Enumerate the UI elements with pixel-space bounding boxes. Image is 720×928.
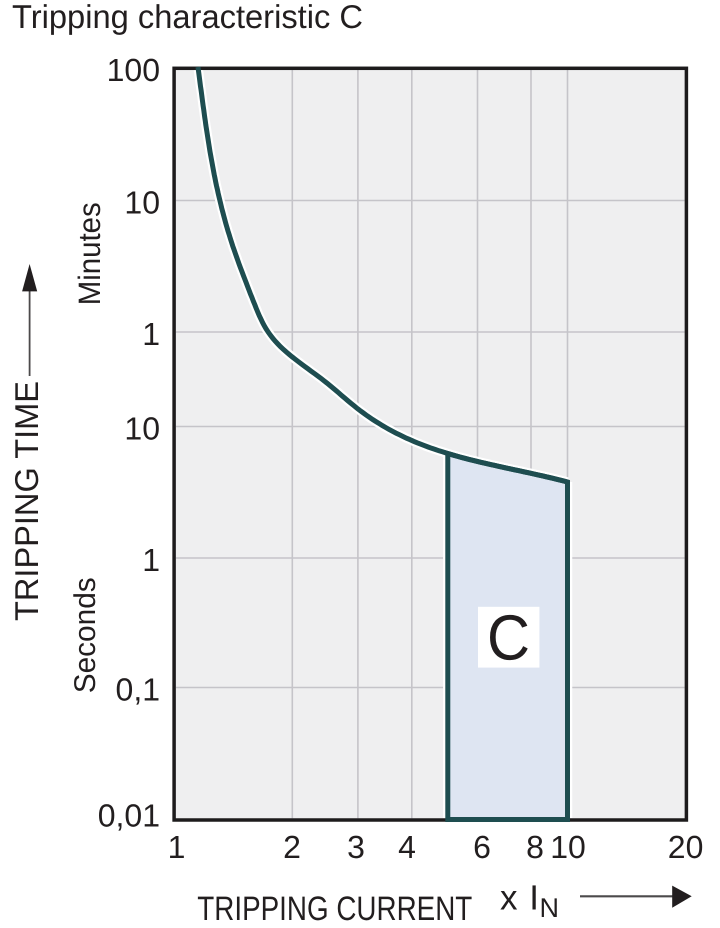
svg-text:C: C <box>487 602 530 674</box>
svg-text:10: 10 <box>124 411 160 447</box>
svg-text:1: 1 <box>142 316 160 352</box>
svg-text:20: 20 <box>668 829 704 865</box>
svg-text:0,1: 0,1 <box>116 672 160 708</box>
svg-text:TRIPPING CURRENT: TRIPPING CURRENT <box>197 890 472 928</box>
svg-text:N: N <box>540 893 560 923</box>
svg-text:1: 1 <box>168 829 186 865</box>
svg-text:I: I <box>529 879 539 918</box>
svg-text:10: 10 <box>550 829 586 865</box>
svg-text:4: 4 <box>398 829 416 865</box>
svg-text:0,01: 0,01 <box>98 797 160 833</box>
svg-text:Seconds: Seconds <box>69 577 102 693</box>
svg-text:3: 3 <box>347 829 365 865</box>
svg-text:10: 10 <box>124 185 160 221</box>
svg-text:Tripping characteristic C: Tripping characteristic C <box>12 0 363 35</box>
svg-text:TRIPPING TIME: TRIPPING TIME <box>8 381 45 621</box>
svg-text:100: 100 <box>107 52 160 88</box>
svg-text:6: 6 <box>473 829 491 865</box>
svg-text:2: 2 <box>283 829 301 865</box>
svg-text:Minutes: Minutes <box>72 202 107 305</box>
svg-text:x: x <box>500 879 518 918</box>
svg-text:1: 1 <box>142 542 160 578</box>
svg-text:8: 8 <box>526 829 544 865</box>
